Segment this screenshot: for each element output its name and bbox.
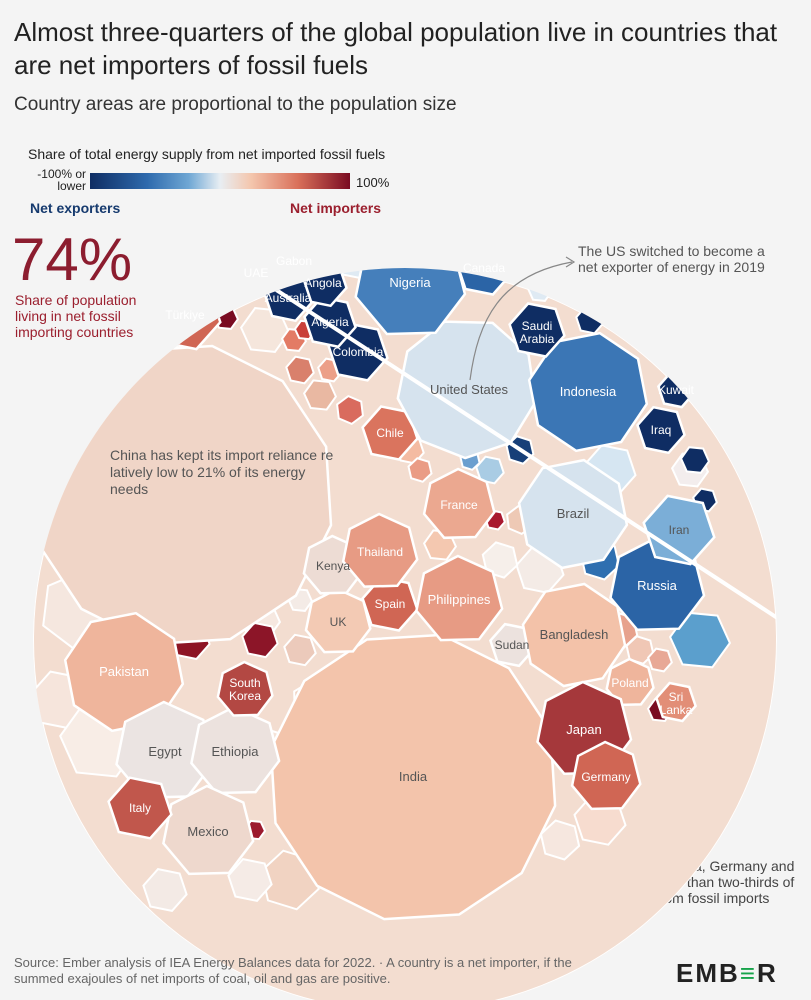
legend-title: Share of total energy supply from net im… (28, 146, 386, 162)
headline-value: 74% (12, 226, 133, 293)
small-country-cell (625, 635, 655, 665)
legend-exporters-label: Net exporters (30, 200, 121, 216)
divider-line (198, 268, 777, 642)
small-country-cell (679, 446, 711, 474)
country-cell-italy (107, 776, 173, 840)
legend-importers-label: Net importers (290, 200, 382, 216)
country-cell-indonesia (527, 331, 649, 453)
us-annotation-arrowhead (565, 256, 576, 268)
country-label-uae: UAE (244, 266, 269, 280)
country-cell-iran (642, 494, 716, 566)
country-cell-brazil (517, 458, 629, 570)
country-label-nigeria: Nigeria (389, 275, 431, 290)
country-cell-france (422, 467, 496, 540)
country-label-colombia: Colombia (333, 345, 384, 359)
country-label-russia: Russia (637, 578, 678, 593)
country-cell-china (33, 344, 333, 646)
country-label-saudi-arabia: Saudi Arabia (520, 319, 555, 346)
country-cell-canada (455, 268, 513, 296)
country-cell-philippines (415, 554, 504, 642)
country-label-brazil: Brazil (557, 506, 590, 521)
country-label-mexico: Mexico (187, 824, 228, 839)
chart-subtitle: Country areas are proportional to the po… (14, 94, 457, 115)
country-cell-iraq (636, 405, 686, 455)
annotation-us: The US switched to become a net exporter… (578, 243, 765, 275)
country-cell-saudi-arabia (508, 302, 566, 358)
country-label-philippines: Philippines (428, 592, 491, 607)
headline-label: Share of population living in net fossil… (15, 292, 137, 340)
country-cell-mexico (162, 784, 255, 876)
small-country-cell (215, 280, 245, 310)
country-label-poland: Poland (611, 676, 648, 690)
country-labels: India Pakistan Egypt Ethiopia Mexico Italy Sou… (99, 254, 695, 839)
country-label-italy: Italy (129, 801, 151, 815)
country-label-uk: UK (330, 615, 347, 629)
legend-max-label: 100% (356, 175, 390, 190)
ember-logo: EMB≡R (676, 958, 778, 988)
country-cell-poland (605, 657, 655, 707)
country-label-sri-lanka: Sri Lanka (660, 690, 693, 717)
country-label-south-korea: South Korea (229, 676, 261, 703)
country-cell-bangladesh (521, 582, 627, 688)
country-label-australia: Australia (265, 291, 312, 305)
legend-min-label: -100% or lower (37, 167, 86, 193)
annotation-china: China has kept its import reliance re la… (110, 447, 337, 497)
country-label-ethiopia: Ethiopia (212, 744, 260, 759)
country-cell-germany (570, 740, 642, 811)
country-label-kenya: Kenya (316, 559, 350, 573)
country-label-chile: Chile (376, 426, 404, 440)
small-country-cell (647, 647, 673, 673)
country-label-thailand: Thailand (357, 545, 403, 559)
country-cell-south-korea (216, 660, 274, 717)
country-cell-egypt (115, 700, 216, 799)
country-label-india: India (399, 769, 428, 784)
country-label-egypt: Egypt (148, 744, 182, 759)
country-label-t-rkiye: Türkiye (165, 308, 205, 322)
country-cell-ethiopia (190, 705, 281, 795)
country-cell-spain (361, 576, 419, 632)
small-country-cell (302, 379, 338, 411)
us-annotation-arrow (469, 261, 573, 381)
country-label-france: France (440, 498, 478, 512)
small-country-cell (241, 621, 279, 659)
small-country-cell (283, 633, 317, 667)
small-country-cell (227, 858, 273, 902)
country-label-sudan: Sudan (495, 638, 530, 652)
country-label-iran: Iran (669, 523, 690, 537)
country-label-kuwait: Kuwait (658, 383, 695, 397)
country-label-spain: Spain (375, 597, 406, 611)
small-country-cell (668, 611, 732, 669)
country-label-angola: Angola (304, 276, 342, 290)
small-country-cell (526, 278, 554, 302)
country-label-pakistan: Pakistan (99, 664, 149, 679)
chart-title: Almost three-quarters of the global popu… (14, 17, 778, 80)
small-country-cell (285, 355, 315, 385)
country-cell-thailand (341, 512, 419, 588)
small-country-cell (407, 457, 433, 483)
country-cell-nigeria (354, 268, 467, 336)
country-cells (33, 268, 716, 921)
country-label-algeria: Algeria (311, 315, 349, 329)
country-cell-uk (304, 587, 372, 654)
small-country-cell (142, 868, 188, 912)
country-cell-sri-lanka (654, 681, 698, 723)
country-label-bangladesh: Bangladesh (540, 627, 609, 642)
legend-color-bar (90, 173, 350, 189)
country-label-united-states: United States (430, 382, 509, 397)
country-label-gabon: Gabon (276, 254, 312, 268)
country-label-iraq: Iraq (651, 423, 672, 437)
small-country-cell (336, 394, 364, 426)
country-label-germany: Germany (581, 770, 630, 784)
source-note: Source: Ember analysis of IEA Energy Bal… (14, 955, 572, 986)
country-label-indonesia: Indonesia (560, 384, 617, 399)
small-country-cell (481, 541, 519, 579)
country-label-japan: Japan (566, 722, 601, 737)
country-label-canada: Canada (463, 261, 505, 275)
